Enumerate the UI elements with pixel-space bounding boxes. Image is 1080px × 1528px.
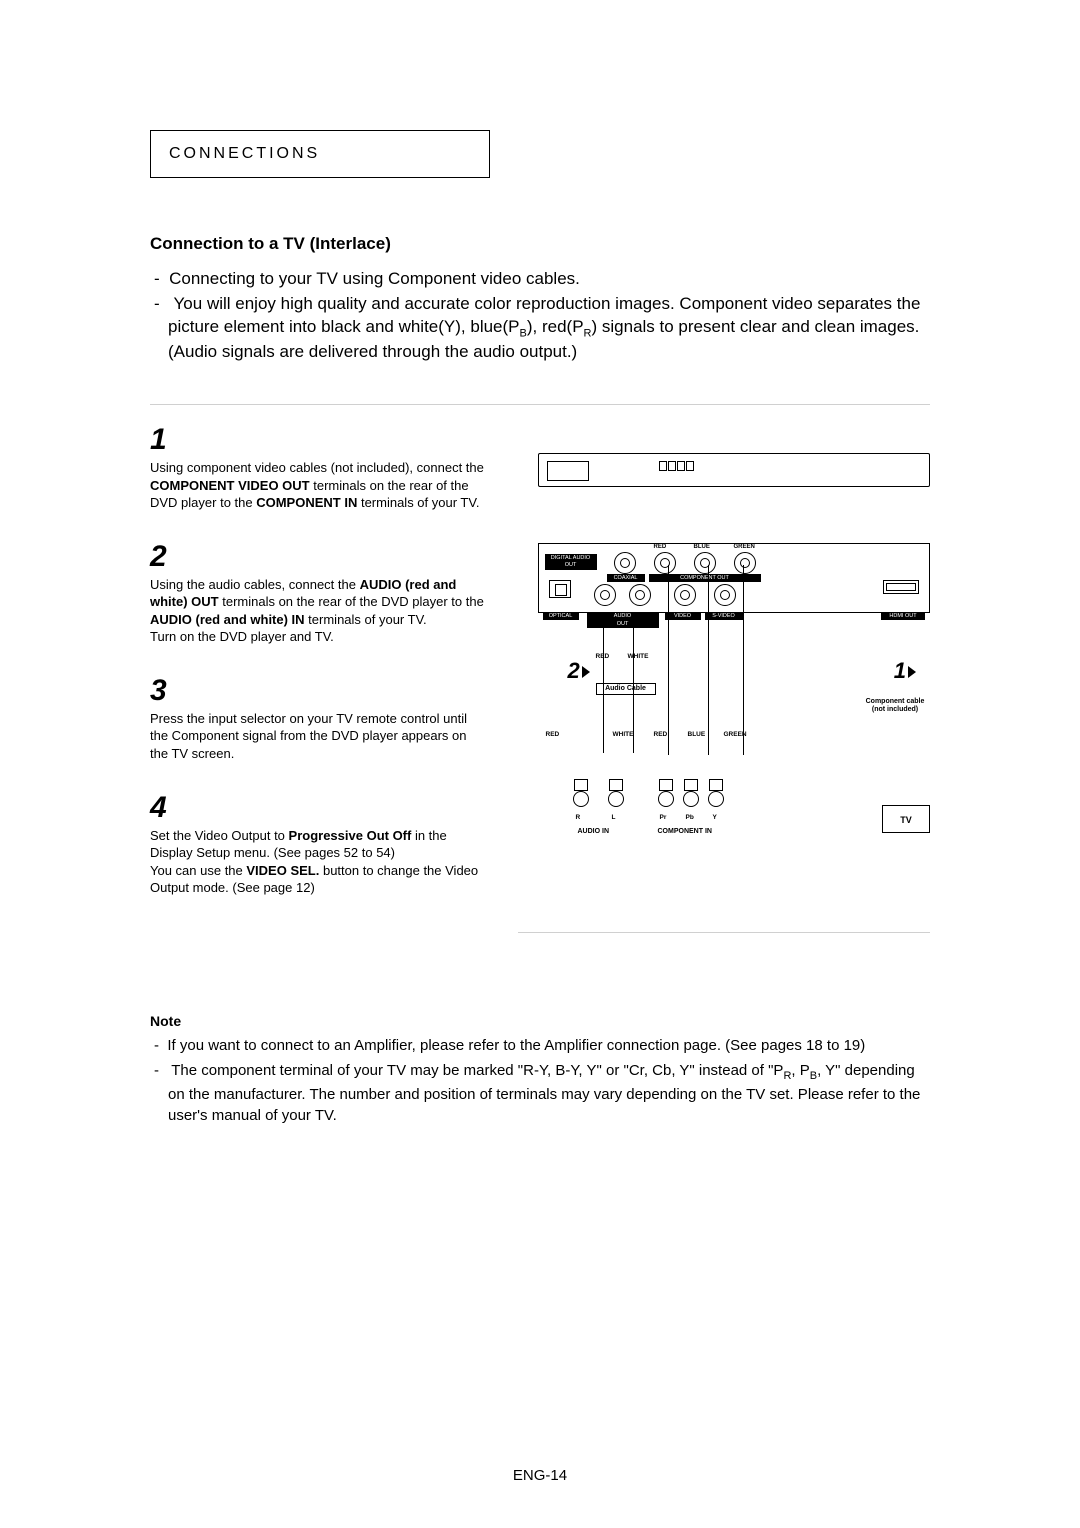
port-component-green [734, 552, 756, 574]
steps-column: 1 Using component video cables (not incl… [150, 423, 488, 963]
note-1: If you want to connect to an Amplifier, … [168, 1035, 930, 1056]
plug-l: L [612, 814, 616, 821]
step-4-number: 4 [150, 791, 488, 825]
label-optical: OPTICAL [543, 612, 579, 620]
label-video: VIDEO [665, 612, 701, 620]
subheading: Connection to a TV (Interlace) [150, 234, 930, 254]
port-audio-l [594, 584, 616, 606]
section-header-box: CONNECTIONS [150, 130, 490, 178]
label-out: OUT [587, 620, 659, 628]
rca-pb [683, 779, 697, 813]
rca-y [708, 779, 722, 813]
step-4: 4 Set the Video Output to Progressive Ou… [150, 791, 488, 897]
label-audio-cable: Audio Cable [596, 683, 656, 695]
label-coaxial: COAXIAL [607, 574, 645, 582]
step-4-body: Set the Video Output to Progressive Out … [150, 827, 488, 897]
label-digital-audio-out: DIGITAL AUDIO OUT [545, 554, 597, 570]
port-svideo [714, 584, 736, 606]
rca-pr [658, 779, 672, 813]
label-audio: AUDIO [587, 612, 659, 620]
cable-blue: BLUE [688, 731, 706, 738]
label-red: RED [654, 544, 667, 550]
label-component-out: COMPONENT OUT [649, 574, 761, 582]
plug-pr: Pr [660, 814, 667, 821]
rca-audio-r [573, 779, 587, 813]
step-1: 1 Using component video cables (not incl… [150, 423, 488, 512]
label-component-cable: Component cable (not included) [860, 698, 930, 714]
step-2-number: 2 [150, 540, 488, 574]
port-coaxial [614, 552, 636, 574]
dvd-player-top-icon [538, 453, 931, 487]
mid-label-white: WHITE [628, 653, 649, 660]
tv-box: TV [882, 805, 930, 833]
label-hdmi-out: HDMI OUT [881, 612, 925, 620]
step-3-number: 3 [150, 674, 488, 708]
section-header: CONNECTIONS [169, 145, 320, 162]
step-2-body: Using the audio cables, connect the AUDI… [150, 576, 488, 646]
cable-red: RED [546, 731, 560, 738]
plug-r: R [576, 814, 581, 821]
step-3-body: Press the input selector on your TV remo… [150, 710, 488, 763]
port-component-red [654, 552, 676, 574]
step-1-body: Using component video cables (not includ… [150, 459, 488, 512]
label-svideo: S-VIDEO [705, 612, 743, 620]
dvd-rear-panel-icon: RED BLUE GREEN DIGITAL AUDIO OUT COAXIAL… [538, 543, 931, 613]
label-component-in: COMPONENT IN [658, 828, 712, 835]
port-optical [549, 580, 571, 598]
cable-white: WHITE [613, 731, 634, 738]
diagram-column: RED BLUE GREEN DIGITAL AUDIO OUT COAXIAL… [518, 423, 931, 933]
label-blue: BLUE [694, 544, 710, 550]
callout-1: 1 [894, 658, 916, 684]
port-audio-r [629, 584, 651, 606]
plug-y: Y [713, 814, 717, 821]
plug-pb: Pb [686, 814, 694, 821]
port-video [674, 584, 696, 606]
step-1-number: 1 [150, 423, 488, 457]
note-2: The component terminal of your TV may be… [168, 1060, 930, 1126]
note-heading: Note [150, 1013, 930, 1029]
mid-label-red: RED [596, 653, 610, 660]
intro-item-2: You will enjoy high quality and accurate… [168, 293, 930, 364]
step-2: 2 Using the audio cables, connect the AU… [150, 540, 488, 646]
cable-green: GREEN [724, 731, 747, 738]
port-hdmi [883, 580, 919, 594]
rca-audio-l [608, 779, 622, 813]
label-audio-in: AUDIO IN [578, 828, 610, 835]
intro-item-1: Connecting to your TV using Component vi… [168, 268, 930, 291]
label-green: GREEN [734, 544, 755, 550]
cable-red2: RED [654, 731, 668, 738]
connection-diagram: RED BLUE GREEN DIGITAL AUDIO OUT COAXIAL… [518, 453, 931, 893]
page-number: ENG-14 [0, 1467, 1080, 1484]
intro-list: Connecting to your TV using Component vi… [150, 268, 930, 364]
step-3: 3 Press the input selector on your TV re… [150, 674, 488, 763]
callout-2: 2 [568, 658, 590, 684]
note-list: If you want to connect to an Amplifier, … [150, 1035, 930, 1126]
port-component-blue [694, 552, 716, 574]
